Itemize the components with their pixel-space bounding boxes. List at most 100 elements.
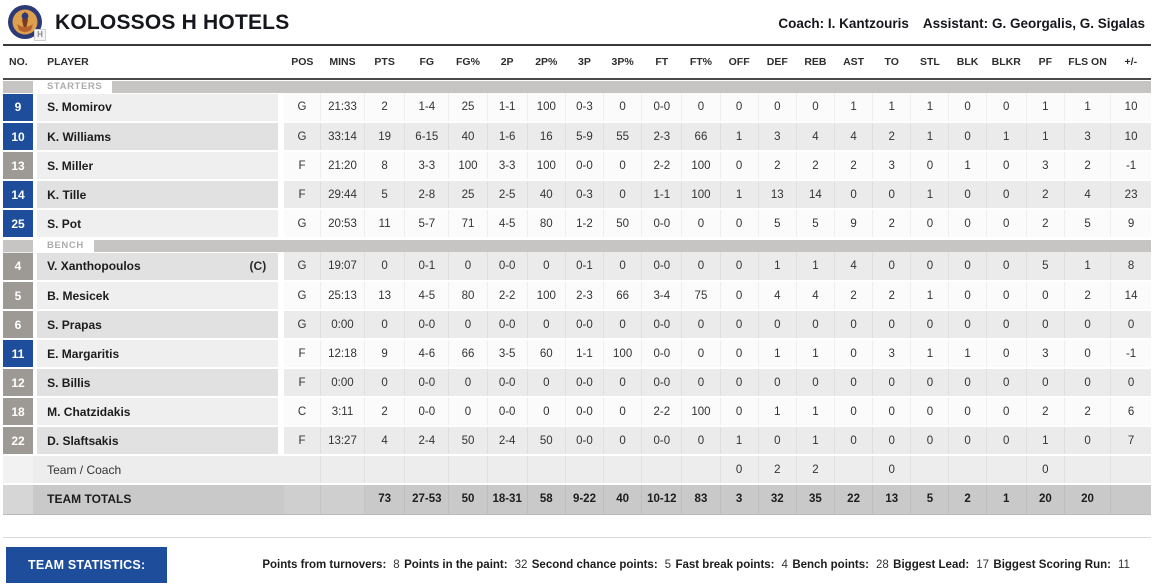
col-header-off: OFF <box>720 45 759 80</box>
footer-stat-points-in-the-paint: Points in the paint: 32 <box>404 559 527 571</box>
cell-flson: 1 <box>1063 93 1111 123</box>
cell-fg: 27-53 <box>404 484 449 515</box>
player-row: 6 S. Prapas G 0:00 0 0-0 0 0-0 0 0-0 0 0-0 0 0 0 0 0 0 0 0 0… <box>3 310 1151 340</box>
cell-flson: 20 <box>1063 484 1111 515</box>
cell-pts: 2 <box>364 93 405 123</box>
cell-plusminus: 7 <box>1110 426 1151 456</box>
cell-pos: G <box>284 281 321 311</box>
cell-flson <box>1063 455 1111 485</box>
cell-fgpct: 50 <box>448 426 488 456</box>
cell-3p: 2-3 <box>564 281 604 311</box>
player-row: 5 B. Mesicek G 25:13 13 4-5 80 2-2 100 2-3 66 3-4 75… <box>3 281 1151 311</box>
cell-pos: F <box>284 339 321 369</box>
cell-blk: 1 <box>948 151 987 181</box>
cell-stl: 1 <box>910 180 949 210</box>
cell-3ppct: 0 <box>603 310 642 340</box>
cell-flson: 2 <box>1063 151 1111 181</box>
player-number-cell: 9 <box>3 93 34 123</box>
section-bar <box>93 239 1151 252</box>
team-logo-icon <box>8 5 42 39</box>
cell-ftpct: 0 <box>681 426 721 456</box>
col-header-fg: FG <box>404 45 449 80</box>
cell-2p: 4-5 <box>486 209 528 239</box>
cell-3p: 0-1 <box>564 252 604 282</box>
player-name: S. Momirov <box>47 100 112 114</box>
cell-fg: 3-3 <box>404 151 449 181</box>
cell-off: 0 <box>719 339 759 369</box>
cell-reb: 35 <box>795 484 835 515</box>
cell-ast: 0 <box>833 339 873 369</box>
coach-info: Coach: I. Kantzouris Assistant: G. Georg… <box>778 16 1147 31</box>
cell-2ppct <box>526 455 566 485</box>
cell-to: 0 <box>872 426 911 456</box>
col-header-pf: PF <box>1026 45 1065 80</box>
cell-2ppct: 80 <box>526 209 566 239</box>
cell-2p: 1-1 <box>486 93 528 123</box>
cell-off: 1 <box>719 180 759 210</box>
cell-blk <box>948 455 987 485</box>
footer-stat-fast-break-points: Fast break points: 4 <box>675 559 787 571</box>
player-name-cell: S. Pot <box>33 209 285 239</box>
coach-name: I. Kantzouris <box>827 15 909 31</box>
cell-to: 0 <box>872 180 911 210</box>
cell-2ppct: 100 <box>526 93 566 123</box>
col-header-2p: 2P <box>487 45 528 80</box>
cell-2p: 0-0 <box>486 397 528 427</box>
page-header: H KOLOSSOS H HOTELS Coach: I. Kantzouris… <box>3 0 1151 44</box>
cell-fgpct: 25 <box>448 93 488 123</box>
cell-plusminus: 10 <box>1110 93 1151 123</box>
player-number-badge: 25 <box>3 210 33 237</box>
cell-3p: 0-0 <box>564 310 604 340</box>
cell-fg <box>404 455 449 485</box>
cell-def: 5 <box>757 209 797 239</box>
cell-mins <box>319 484 365 515</box>
cell-fg: 0-0 <box>404 368 449 398</box>
cell-flson: 0 <box>1063 339 1111 369</box>
col-header-2p-: 2P% <box>527 45 566 80</box>
cell-pts: 2 <box>364 397 405 427</box>
cell-reb: 5 <box>795 209 835 239</box>
section-label: BENCH <box>47 240 84 251</box>
col-header-fls-on: FLS ON <box>1064 45 1111 80</box>
cell-to: 0 <box>872 368 911 398</box>
col-header-no-: NO. <box>3 45 34 80</box>
player-number-cell: 14 <box>3 180 34 210</box>
cell-def: 1 <box>757 339 797 369</box>
cell-fgpct: 0 <box>448 310 488 340</box>
cell-2p: 18-31 <box>486 484 528 515</box>
cell-off: 0 <box>719 252 759 282</box>
footer-stat-biggest-scoring-run: Biggest Scoring Run: 11 <box>993 559 1130 571</box>
cell-pos: F <box>284 151 321 181</box>
cell-plusminus: 0 <box>1110 310 1151 340</box>
cell-blk: 0 <box>948 426 987 456</box>
player-number-badge: 18 <box>3 398 33 425</box>
cell-blk: 0 <box>948 397 987 427</box>
player-name: S. Prapas <box>47 317 102 332</box>
footer-stat-value: 5 <box>664 558 672 571</box>
cell-stl: 0 <box>910 310 949 340</box>
column-header-row: NO. PLAYER POS MINS PTS FG FG% 2P 2P% 3P 3P% FT FT% O… <box>3 45 1151 80</box>
cell-fg: 2-4 <box>404 426 449 456</box>
cell-ast: 4 <box>833 252 873 282</box>
cell-off: 1 <box>719 426 759 456</box>
footer-stat-value: 4 <box>781 558 788 571</box>
cell-plusminus: 14 <box>1110 281 1151 311</box>
cell-blk: 0 <box>948 122 987 152</box>
cell-ftpct: 100 <box>681 151 721 181</box>
cell-def: 0 <box>757 93 797 123</box>
section-label: STARTERS <box>47 81 103 92</box>
cell-pf: 2 <box>1025 209 1065 239</box>
team-statistics-button[interactable]: TEAM STATISTICS: <box>6 546 168 583</box>
cell-mins: 13:27 <box>319 426 365 456</box>
cell-fgpct: 0 <box>448 252 488 282</box>
cell-ast: 2 <box>833 151 873 181</box>
cell-3p: 0-0 <box>564 397 604 427</box>
cell-off: 3 <box>719 484 759 515</box>
cell-off: 0 <box>719 310 759 340</box>
cell-plusminus: 0 <box>1110 368 1151 398</box>
player-name-cell: M. Chatzidakis <box>33 397 285 427</box>
cell-pos: G <box>284 209 321 239</box>
cell-fgpct: 71 <box>448 209 488 239</box>
cell-stl: 0 <box>910 368 949 398</box>
cell-3ppct: 0 <box>603 93 642 123</box>
